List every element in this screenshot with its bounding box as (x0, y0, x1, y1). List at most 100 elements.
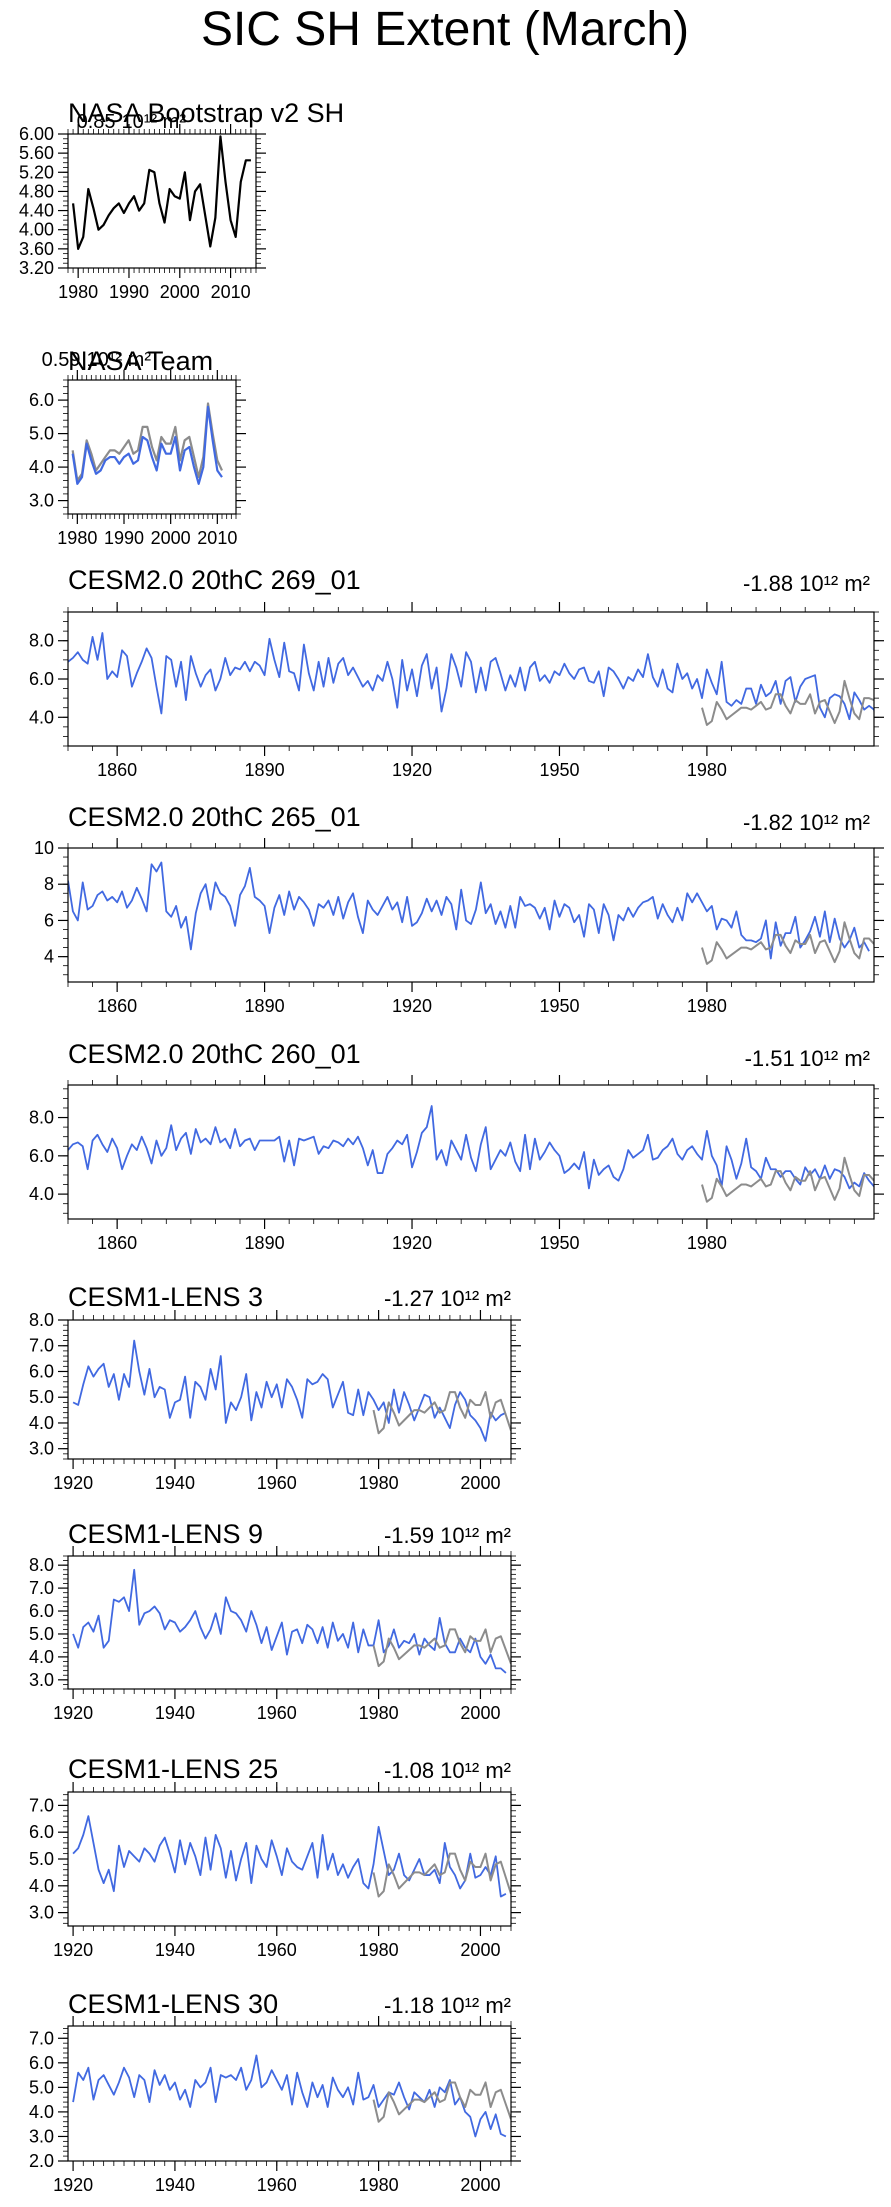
nasa-bootstrap-minor-ticks (63, 129, 261, 273)
cesm2-269-ytick-label: 4.0 (29, 707, 54, 727)
cesm2-260-xtick-label: 1920 (392, 1233, 432, 1253)
nasa-bootstrap-xtick-label: 1990 (109, 282, 149, 302)
cesm2-265-trend-value: -1.82 (743, 810, 793, 835)
nasa-team-series-group (71, 402, 223, 485)
nasa-bootstrap-ytick-label: 3.60 (19, 239, 54, 259)
nasa-bootstrap-panel: 1980 1990 2000 2010 3.203.604.004.404.805.20… (19, 98, 344, 302)
cesm1-lens-30-ytick-label: 6.0 (29, 2053, 54, 2073)
cesm2-269-trend-unit: 10¹² m² (799, 571, 870, 596)
nasa-bootstrap-series-nasa-bootstrap-v2 (71, 135, 251, 250)
cesm2-260-xtick-label: 1860 (97, 1233, 137, 1253)
cesm1-lens-3-ytick-label: 5.0 (29, 1387, 54, 1407)
nasa-team-trend-value: 0.59 (42, 349, 81, 371)
cesm2-265-title: CESM2.0 20thC 265_01 (68, 802, 361, 832)
nasa-bootstrap-ytick-label: 4.00 (19, 220, 54, 240)
cesm1-lens-30-xtick-label: 1980 (359, 2175, 399, 2195)
cesm1-lens-9-frame (67, 1555, 512, 1690)
cesm1-lens-30-series-observed (372, 2081, 511, 2123)
cesm1-lens-30-xtick-label: 1940 (155, 2175, 195, 2195)
cesm1-lens-25-series-group (72, 1815, 511, 1898)
cesm1-lens-25-xtick-label: 1980 (359, 1940, 399, 1960)
cesm1-lens-30-panel: 1920 1940 1960 1980 2000 2.0 3.0 4.0 5.0 6.0 7.0 CE… (29, 1989, 521, 2195)
cesm2-269-title: CESM2.0 20thC 269_01 (68, 565, 361, 595)
cesm2-265-xtick-label: 1980 (687, 996, 727, 1016)
cesm2-265-panel: 1860 1890 1920 1950 1980 4 6 8 10 CESM2.0 20thC 2… (34, 802, 884, 1016)
cesm1-lens-9-xtick-label: 2000 (460, 1703, 500, 1723)
cesm2-260-panel: 1860 1890 1920 1950 1980 4.0 6.0 8.0 CESM2.0 20t… (29, 1039, 884, 1253)
cesm1-lens-25-xtick-label: 1920 (53, 1940, 93, 1960)
nasa-team-xtick-label: 2000 (151, 528, 191, 548)
cesm2-260-trend-value: -1.51 (745, 1046, 795, 1071)
cesm2-260-trend-unit: 10¹² m² (799, 1046, 870, 1071)
cesm1-lens-25-trend-unit: 10¹² m² (440, 1758, 511, 1783)
cesm2-265-trend-unit: 10¹² m² (799, 810, 870, 835)
cesm1-lens-25-trend-value: -1.08 (384, 1758, 434, 1783)
cesm2-269-ytick-label: 8.0 (29, 631, 54, 651)
cesm2-269-xtick-label: 1860 (97, 760, 137, 780)
nasa-team-xtick-label: 1990 (104, 528, 144, 548)
cesm1-lens-3-xtick-label: 1920 (53, 1473, 93, 1493)
nasa-bootstrap-trend-unit: 10¹² m² (122, 111, 187, 133)
cesm1-lens-9-ytick-label: 7.0 (29, 1578, 54, 1598)
cesm2-265-xtick-label: 1890 (245, 996, 285, 1016)
cesm1-lens-25-ytick-label: 6.0 (29, 1822, 54, 1842)
cesm2-260-ytick-label: 8.0 (29, 1108, 54, 1128)
cesm1-lens-30-ytick-label: 2.0 (29, 2151, 54, 2171)
nasa-team-series-nasa-bootstrap-overlay- (71, 402, 223, 482)
nasa-bootstrap-title: NASA Bootstrap v2 SH (68, 98, 344, 128)
cesm1-lens-25-panel: 1920 1940 1960 1980 2000 3.0 4.0 5.0 6.0 7.0 CESM1… (29, 1754, 521, 1960)
cesm2-260-xtick-label: 1890 (245, 1233, 285, 1253)
cesm1-lens-3-title: CESM1-LENS 3 (68, 1282, 263, 1312)
cesm2-269-series-cesm2-0-269-01 (68, 632, 874, 721)
nasa-bootstrap-trend-value: 0.85 (77, 111, 116, 133)
nasa-team-title: NASA Team (68, 346, 213, 376)
cesm2-265-ytick-label: 6 (44, 910, 54, 930)
nasa-team-ytick-label: 3.0 (29, 491, 54, 511)
cesm2-265-series-observed (701, 921, 874, 965)
cesm2-269-panel: 1860 1890 1920 1950 1980 4.0 6.0 8.0 CESM2.0 20t… (29, 565, 884, 780)
cesm2-265-series-cesm2-0-265-01 (68, 861, 870, 960)
cesm1-lens-9-ytick-label: 6.0 (29, 1601, 54, 1621)
nasa-team-xtick-label: 1980 (57, 528, 97, 548)
cesm1-lens-30-trend-unit: 10¹² m² (440, 1993, 511, 2018)
cesm1-lens-9-panel: 1920 1940 1960 1980 2000 3.0 4.0 5.0 6.0 7.0 8.0 CE… (29, 1519, 521, 1723)
nasa-bootstrap-ytick-label: 5.60 (19, 143, 54, 163)
cesm1-lens-9-trend-text: -1.59 10¹² m² (384, 1523, 511, 1548)
cesm1-lens-3-xtick-label: 1980 (359, 1473, 399, 1493)
cesm1-lens-30-title: CESM1-LENS 30 (68, 1989, 278, 2019)
cesm1-lens-30-xtick-label: 2000 (460, 2175, 500, 2195)
nasa-bootstrap-xtick-label: 2010 (211, 282, 251, 302)
cesm1-lens-25-ytick-label: 3.0 (29, 1903, 54, 1923)
cesm2-265-ytick-label: 8 (44, 874, 54, 894)
nasa-team-ytick-label: 4.0 (29, 457, 54, 477)
cesm1-lens-25-title: CESM1-LENS 25 (68, 1754, 278, 1784)
cesm1-lens-25-xtick-label: 2000 (460, 1940, 500, 1960)
cesm2-265-ytick-label: 4 (44, 947, 54, 967)
cesm1-lens-9-xtick-label: 1980 (359, 1703, 399, 1723)
cesm1-lens-30-xtick-label: 1920 (53, 2175, 93, 2195)
figure-title: SIC SH Extent (March) (201, 3, 689, 56)
cesm2-260-frame (67, 1084, 875, 1220)
nasa-bootstrap-ytick-label: 4.80 (19, 181, 54, 201)
cesm1-lens-9-series-cesm1-lens-9 (72, 1568, 507, 1674)
cesm2-269-series-group (68, 632, 874, 726)
cesm1-lens-30-frame (67, 2025, 512, 2162)
cesm2-260-series-cesm2-0-260-01 (68, 1105, 874, 1190)
cesm1-lens-30-xtick-label: 1960 (257, 2175, 297, 2195)
cesm1-lens-3-ytick-label: 6.0 (29, 1361, 54, 1381)
cesm2-265-frame (67, 847, 875, 983)
cesm1-lens-9-xtick-label: 1960 (257, 1703, 297, 1723)
cesm2-269-trend-text: -1.88 10¹² m² (743, 571, 870, 596)
cesm1-lens-25-frame (67, 1791, 512, 1927)
cesm1-lens-3-xtick-label: 2000 (460, 1473, 500, 1493)
cesm1-lens-3-series-group (72, 1339, 511, 1442)
nasa-team-series-nasa-team (71, 405, 223, 485)
cesm2-269-series-observed (701, 679, 874, 726)
cesm2-265-minor-ticks (63, 843, 879, 987)
cesm2-269-xtick-label: 1920 (392, 760, 432, 780)
cesm1-lens-3-ytick-label: 7.0 (29, 1336, 54, 1356)
cesm2-265-xtick-label: 1950 (539, 996, 579, 1016)
nasa-team-xtick-label: 2010 (197, 528, 237, 548)
cesm1-lens-30-ytick-label: 4.0 (29, 2102, 54, 2122)
